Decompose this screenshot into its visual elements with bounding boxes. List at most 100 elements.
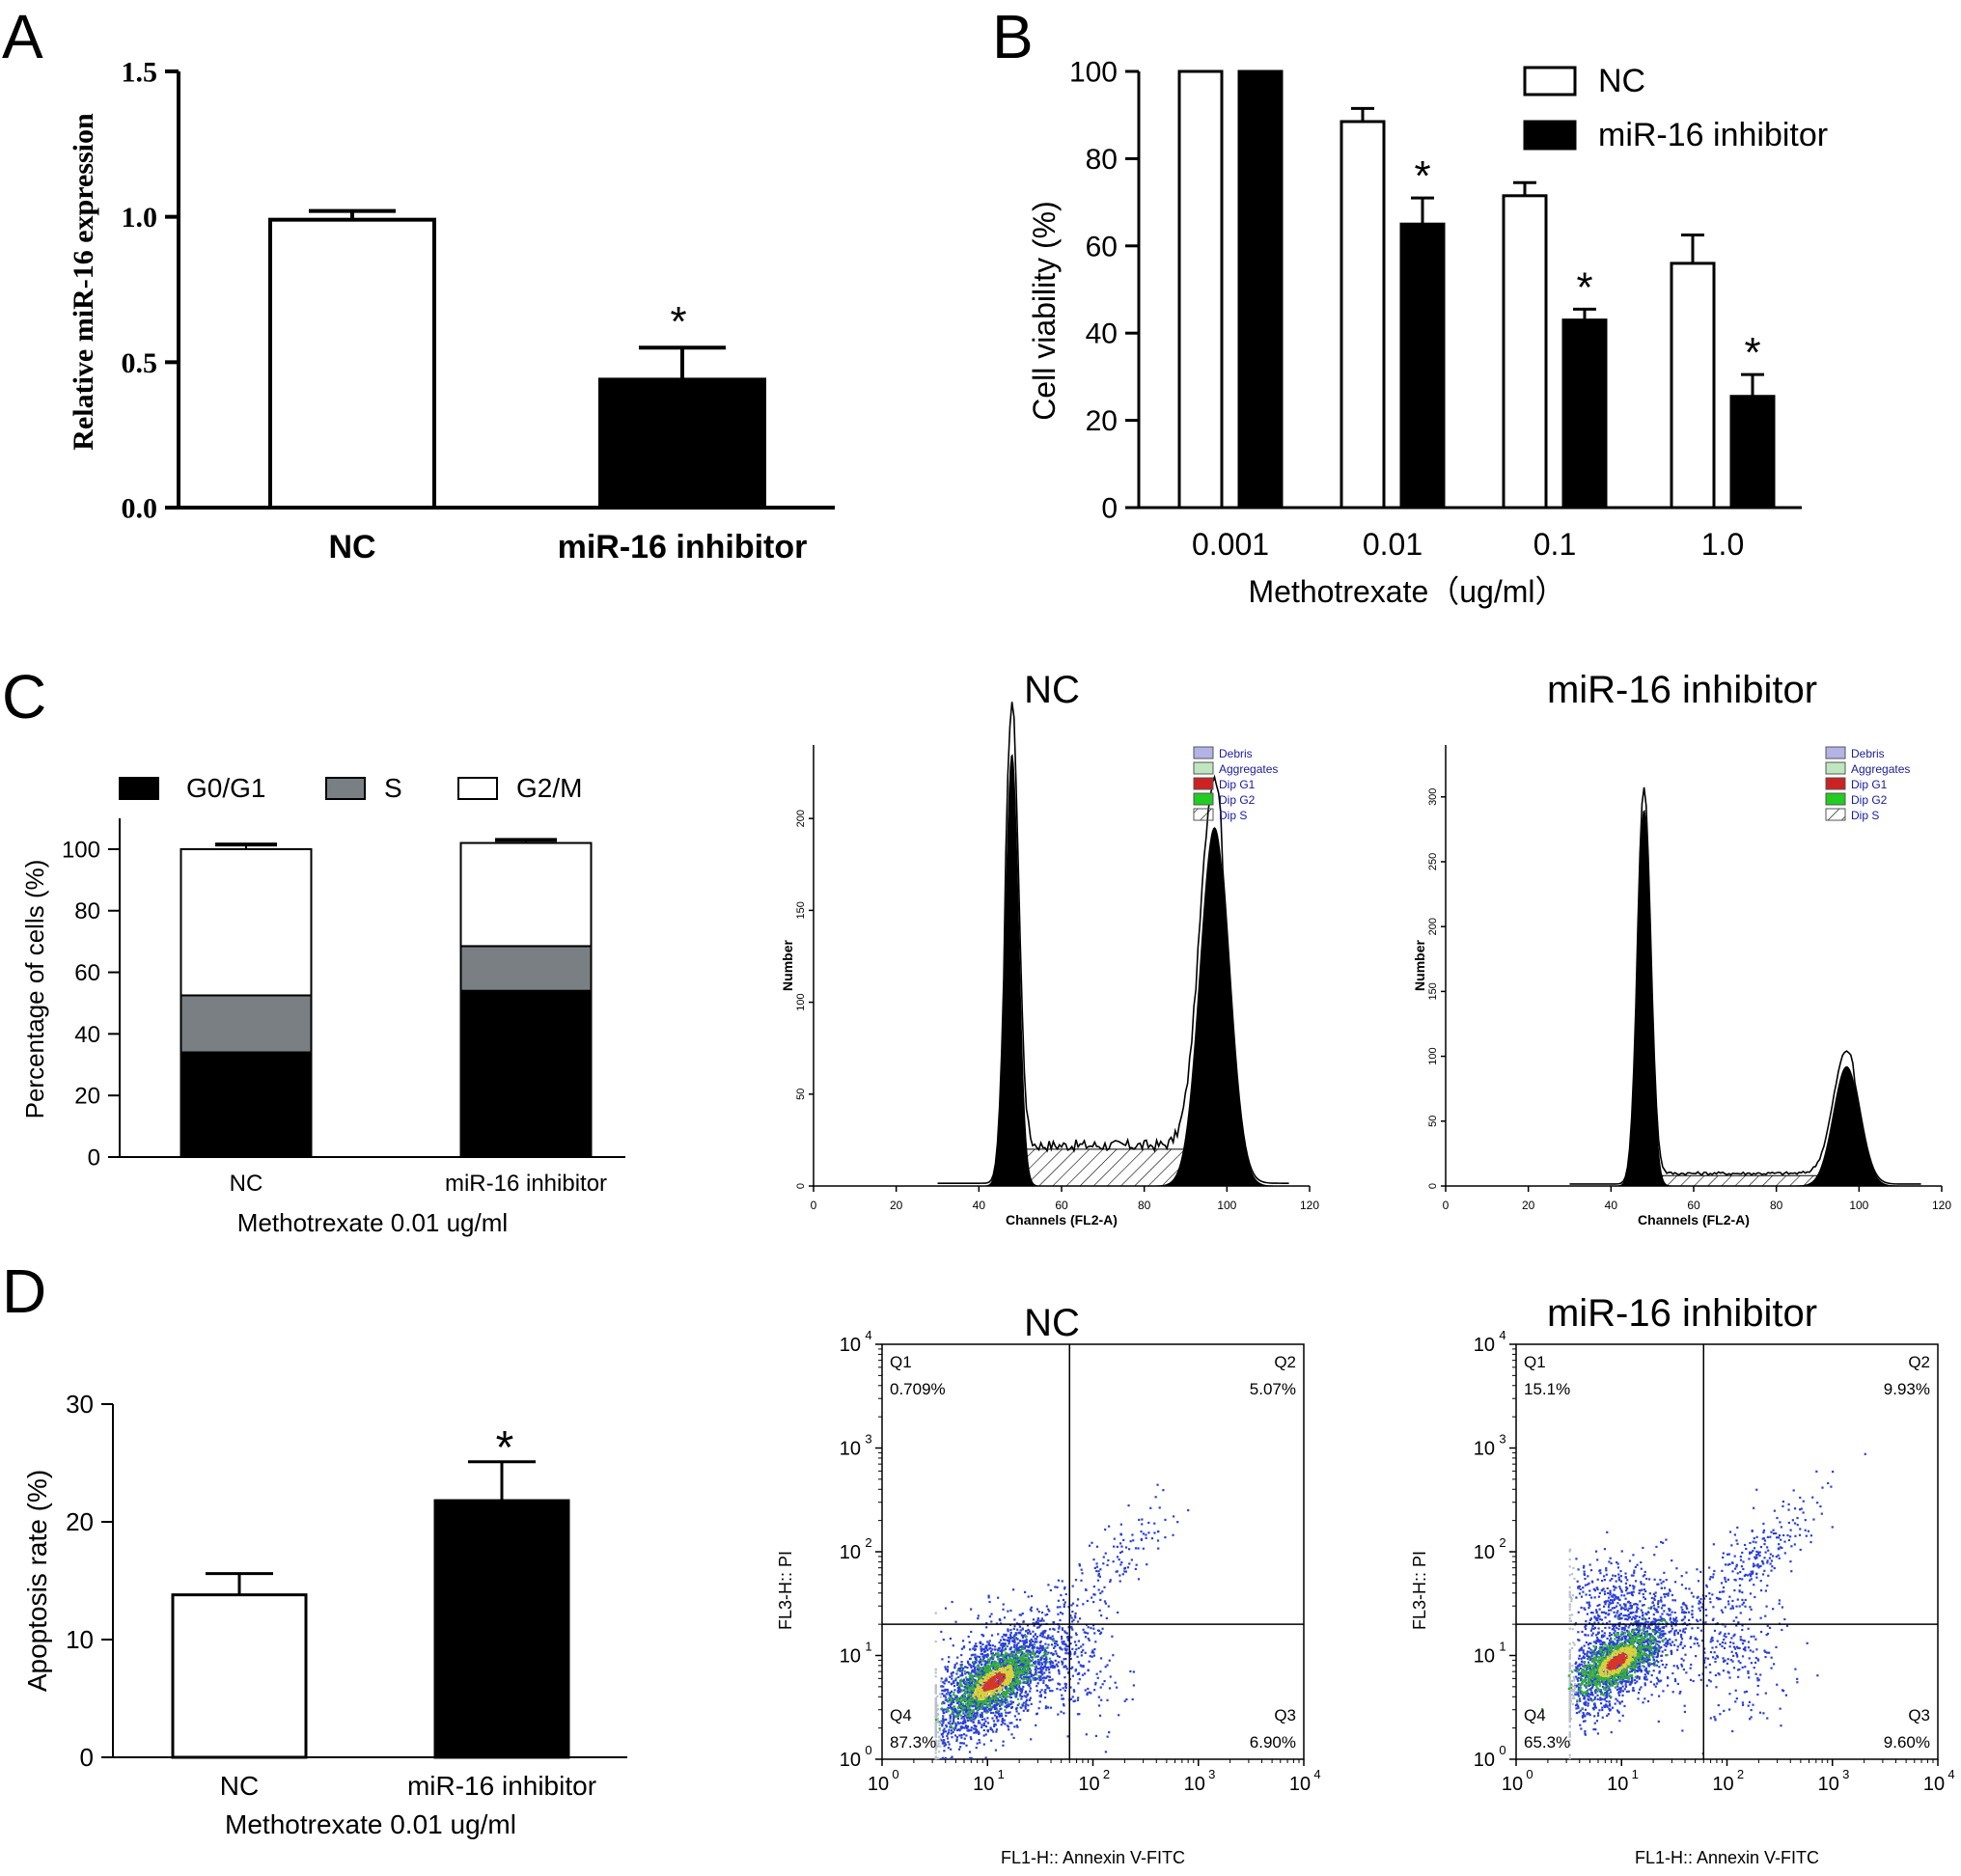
- flow-event: [975, 1731, 978, 1734]
- flow-event: [1037, 1626, 1040, 1629]
- flow-event: [948, 1693, 951, 1696]
- flow-event: [1092, 1586, 1095, 1588]
- flow-event: [1649, 1640, 1652, 1642]
- flow-event: [1065, 1648, 1068, 1651]
- flow-event-dense: [1012, 1686, 1015, 1689]
- flow-event: [1680, 1611, 1684, 1614]
- flow-event: [1040, 1617, 1044, 1620]
- flow-event: [943, 1690, 946, 1693]
- flow-event: [984, 1707, 987, 1710]
- flow-event: [956, 1711, 959, 1714]
- flow-event: [963, 1696, 967, 1698]
- flow-event: [1627, 1690, 1630, 1693]
- flow-event: [979, 1713, 981, 1716]
- flow-event: [1643, 1682, 1646, 1685]
- flow-event: [953, 1728, 956, 1731]
- flow-event: [1084, 1588, 1088, 1591]
- flow-event: [1070, 1620, 1074, 1623]
- flow-event: [1029, 1649, 1032, 1652]
- flow-event: [1119, 1574, 1121, 1577]
- flow-event: [1568, 1706, 1571, 1709]
- flow-event: [1071, 1647, 1074, 1650]
- flow-event-dense: [934, 1718, 938, 1722]
- panel-a-xtick-inhibitor: miR-16 inhibitor: [558, 529, 808, 566]
- flow-event: [1017, 1646, 1020, 1649]
- flow-event: [1592, 1641, 1596, 1643]
- flow-event: [984, 1756, 987, 1759]
- flow-event: [974, 1727, 978, 1730]
- panel-letter-b: B: [992, 2, 1034, 71]
- flow-event: [982, 1670, 986, 1673]
- flow-event: [1025, 1696, 1028, 1698]
- flow-event: [1568, 1724, 1571, 1727]
- flow-event: [976, 1697, 979, 1699]
- flow-event: [1071, 1610, 1074, 1614]
- flow-event: [1570, 1689, 1574, 1692]
- histogram-ytick-label: 300: [1427, 788, 1439, 806]
- flow-event: [1033, 1624, 1036, 1627]
- flow-ytick-exponent: 0: [865, 1743, 871, 1757]
- flow-event: [936, 1745, 939, 1748]
- flow-event: [936, 1721, 939, 1724]
- flow-event: [1001, 1648, 1004, 1651]
- flow-event: [1031, 1640, 1035, 1642]
- flow-event: [1010, 1640, 1013, 1642]
- flow-event: [944, 1698, 947, 1701]
- flow-event: [1579, 1672, 1582, 1676]
- flow-event-dense: [1019, 1671, 1022, 1674]
- flow-event: [1063, 1630, 1066, 1633]
- flow-event: [1104, 1552, 1107, 1555]
- flow-event: [1061, 1627, 1063, 1630]
- flow-event-dense: [1025, 1666, 1028, 1669]
- flow-event-dense: [1010, 1671, 1014, 1675]
- flow-event: [1061, 1660, 1063, 1663]
- flow-event: [1076, 1598, 1080, 1601]
- flow-event-dense: [976, 1686, 979, 1689]
- flow-event: [1577, 1676, 1580, 1679]
- flow-event-dense: [1003, 1682, 1006, 1685]
- flow-event-dense: [974, 1683, 977, 1686]
- flow-event: [1588, 1684, 1590, 1687]
- flow-event: [1064, 1631, 1067, 1634]
- flow-event: [1008, 1659, 1012, 1662]
- flow-event: [1005, 1663, 1008, 1666]
- flow-event: [1054, 1642, 1057, 1645]
- flow-event: [1073, 1614, 1077, 1617]
- flow-event: [989, 1727, 992, 1731]
- flow-event: [973, 1714, 976, 1717]
- flow-event-dense: [984, 1682, 987, 1686]
- flow-event: [1083, 1631, 1086, 1634]
- flow-event-dense: [994, 1667, 997, 1670]
- flow-event-dense: [961, 1709, 964, 1712]
- flow-event-dense: [996, 1700, 999, 1703]
- flow-event-dense: [1013, 1694, 1016, 1697]
- flow-event: [1649, 1607, 1652, 1610]
- flow-event: [977, 1722, 980, 1724]
- flow-event-dense: [953, 1694, 955, 1697]
- flow-event: [964, 1672, 967, 1675]
- flow-event: [934, 1686, 937, 1689]
- flow-event-dense: [996, 1709, 999, 1713]
- flow-event: [1606, 1692, 1609, 1695]
- flow-event: [1064, 1592, 1067, 1596]
- flow-event: [953, 1689, 956, 1692]
- flow-event: [957, 1687, 960, 1691]
- flow-event: [1063, 1642, 1066, 1645]
- flow-event-dense: [983, 1695, 986, 1697]
- flow-event: [959, 1742, 962, 1745]
- flow-event: [1016, 1638, 1019, 1641]
- flow-event: [934, 1727, 937, 1730]
- flow-event: [969, 1685, 973, 1688]
- flow-event: [1034, 1677, 1036, 1680]
- flow-event-dense: [977, 1683, 980, 1687]
- flow-event-dense: [1015, 1669, 1018, 1672]
- flow-event: [1592, 1678, 1596, 1681]
- flow-ytick-label: 10: [840, 1646, 861, 1668]
- flow-event: [1077, 1682, 1080, 1685]
- flow-event: [1029, 1642, 1033, 1644]
- flow-event: [1643, 1673, 1646, 1676]
- flow-event: [1007, 1668, 1009, 1671]
- flow-event: [1012, 1691, 1015, 1694]
- flow-event-dense: [1018, 1661, 1022, 1665]
- flow-event: [1000, 1699, 1004, 1702]
